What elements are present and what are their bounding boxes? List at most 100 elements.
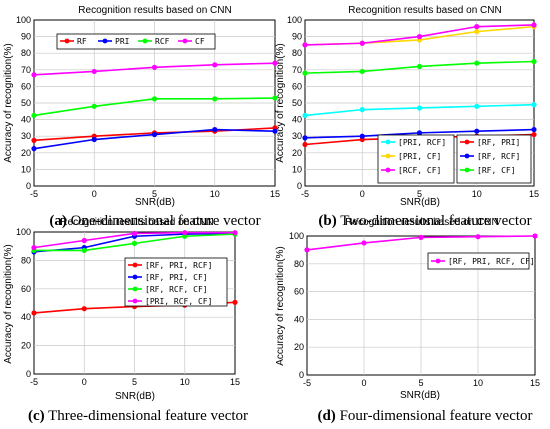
panel-a-x-tick-label: 0 xyxy=(92,189,97,199)
panel-b-caption-text: Two-dimensional feature vector xyxy=(340,213,531,229)
panel-a-series xyxy=(31,60,278,152)
panel-c-series-pri-rcf-cf-point xyxy=(182,230,188,236)
panel-d-title: Recognition results based on CNN xyxy=(345,217,498,228)
panel-a-series-cf-point xyxy=(151,64,158,70)
panel-a-series-rcf-point xyxy=(91,103,97,109)
panel-b-series-rf-rcf-legend-label: [RF, RCF] xyxy=(477,152,520,161)
panel-d-y-tick-label: 60 xyxy=(294,287,304,297)
panel-a-series-cf-point xyxy=(31,72,37,78)
panel-d-y-tick-label: 40 xyxy=(294,314,304,324)
panel-c-caption-letter: (c) xyxy=(28,408,45,424)
panel-d-series-rf-pri-rcf-cf-point xyxy=(304,247,310,253)
panel-b-y-ticks: 0 10 20 30 40 50 60 70 80 90 100 xyxy=(287,15,302,191)
panel-a-series-pri-point xyxy=(91,136,97,143)
panel-b-series-rf-rcf-point xyxy=(474,128,480,134)
panel-c-x-tick-label: 15 xyxy=(230,377,240,387)
panel-b-x-tick-label: 10 xyxy=(472,189,482,199)
panel-c-series-pri-rcf-cf-point xyxy=(232,230,238,236)
panel-b-legend-box-2 xyxy=(456,134,532,184)
panel-c-series-rf-rcf-cf-point xyxy=(131,240,138,246)
panel-d-series xyxy=(304,233,538,253)
panel-a-y-ticks: 0 10 20 30 40 50 60 70 80 90 100 xyxy=(16,15,31,191)
panel-c-series-pri-rcf-cf-point xyxy=(31,245,37,251)
panel-d-x-tick-label: -5 xyxy=(303,378,311,388)
panel-a-caption: (a) One-dimensional feature vector xyxy=(49,213,260,229)
panel-c-x-tick-label: 10 xyxy=(180,377,190,387)
panel-a-y-label: Accuracy of recognition(%) xyxy=(3,43,14,163)
panel-b-series-pri-rcf-point xyxy=(359,107,365,113)
panel-c: Recognition results based on CNN -5 0 5 10 1… xyxy=(3,217,248,424)
panel-a-legend-entries: RF PRI RCF CF xyxy=(60,37,205,46)
panel-a-title: Recognition results based on CNN xyxy=(78,5,231,16)
panel-a-series-cf-point xyxy=(91,68,97,75)
panel-d-series-rf-pri-rcf-cf-point xyxy=(475,234,481,240)
panel-a-series-rcf-point xyxy=(31,112,37,119)
panel-d-x-ticks: -5 0 5 10 15 xyxy=(303,378,540,388)
panel-b-legend: [PRI, RCF] [PRI, CF] [RCF, CF] [RF, PRI] [RF… xyxy=(377,134,532,184)
panel-c-series-rf-pri-rcf-point xyxy=(81,306,87,312)
panel-c-legend-entries: [RF, PRI, RCF] [RF, PRI, CF] [RF, RCF, CF]… xyxy=(128,261,212,306)
panel-a-series-pri-legend-label: PRI xyxy=(115,37,130,46)
panel-b-x-tick-label: -5 xyxy=(301,189,309,199)
panel-c-x-tick-label: 0 xyxy=(82,377,87,387)
panel-a-legend: RF PRI RCF CF xyxy=(56,33,216,50)
panel-c-y-tick-label: 100 xyxy=(16,227,31,237)
panel-d-caption-letter: (d) xyxy=(317,408,335,424)
panel-b-series-rf-rcf-point xyxy=(531,126,537,133)
panel-c-series-rf-pri-rcf-point xyxy=(232,299,238,305)
panel-b-series-rcf-cf-point xyxy=(416,34,423,40)
panel-b-series-rf-pri-point xyxy=(302,141,308,148)
panel-a-y-tick-label: 60 xyxy=(21,81,31,91)
panel-d-y-label: Accuracy of recognition(%) xyxy=(275,246,286,366)
panel-b-title: Recognition results based on CNN xyxy=(348,5,501,16)
panel-a-x-tick-label: -5 xyxy=(30,189,38,199)
panel-c-legend: [RF, PRI, RCF] [RF, PRI, CF] [RF, RCF, CF]… xyxy=(124,257,228,307)
panel-a-series-pri-point xyxy=(151,131,158,138)
panel-a-y-tick-label: 70 xyxy=(21,65,31,75)
panel-b-series-rf-rcf-point xyxy=(359,133,365,139)
panel-d-x-tick-label: 15 xyxy=(530,378,540,388)
panel-d: Recognition results based on CNN -5 0 5 10 1… xyxy=(275,217,540,424)
panel-b-series-pri-rcf-legend-marker xyxy=(385,139,391,145)
panel-c-y-tick-label: 80 xyxy=(21,255,31,265)
panel-c-series-rf-rcf-cf-legend-marker xyxy=(132,286,138,292)
panel-b-legend-box-1 xyxy=(377,134,455,184)
panel-b: Recognition results based on CNN -5 0 5 10 1… xyxy=(275,5,539,229)
panel-a-series-rcf-point xyxy=(272,95,278,101)
panel-d-caption: (d) Four-dimensional feature vector xyxy=(317,408,532,424)
panel-b-series-rcf-cf-point xyxy=(302,42,308,48)
panel-a-series-rcf-point xyxy=(212,96,218,102)
panel-b-y-tick-label: 40 xyxy=(292,115,302,125)
panel-a-series-rcf-legend-marker xyxy=(142,38,148,44)
panel-b-caption: (b) Two-dimensional feature vector xyxy=(318,213,531,229)
panel-a-series-pri-point xyxy=(212,126,218,133)
panel-a-series-rf-legend-label: RF xyxy=(77,37,87,46)
panel-b-series-rf-pri-legend-label: [RF, PRI] xyxy=(477,138,520,147)
panel-a-y-tick-label: 80 xyxy=(21,48,31,58)
panel-b-series-rf-cf-legend-label: [RF, CF] xyxy=(477,166,516,175)
panel-a-y-tick-label: 10 xyxy=(21,164,31,174)
panel-b-y-tick-label: 90 xyxy=(292,32,302,42)
panel-b-x-ticks: -5 0 5 10 15 xyxy=(301,189,539,199)
panel-c-series-pri-rcf-cf-point xyxy=(131,230,138,237)
panel-b-y-tick-label: 50 xyxy=(292,98,302,108)
panel-c-series-pri-rcf-cf-legend-marker xyxy=(132,298,138,304)
panel-b-y-tick-label: 70 xyxy=(292,65,302,75)
panel-a-caption-letter: (a) xyxy=(49,213,67,229)
panel-a-y-tick-label: 50 xyxy=(21,98,31,108)
panel-a-y-tick-label: 40 xyxy=(21,115,31,125)
panel-a-series-rf-legend-marker xyxy=(64,38,70,44)
panel-a-x-label: SNR(dB) xyxy=(135,197,175,208)
panel-b-series-rf-cf-point xyxy=(531,58,537,65)
panel-b-series-rf-pri-legend-marker xyxy=(464,139,470,145)
panel-a-series-rf-point xyxy=(31,137,37,143)
panel-c-series-rf-pri-cf-legend-label: [RF, PRI, CF] xyxy=(145,273,208,282)
panel-c-legend-box xyxy=(124,257,228,307)
panel-b-legend-entries: [PRI, RCF] [PRI, CF] [RCF, CF] [RF, PRI] [RF… xyxy=(381,138,520,175)
panel-c-series-rf-rcf-cf-point xyxy=(81,247,87,254)
panel-c-x-tick-label: -5 xyxy=(30,377,38,387)
panel-b-y-tick-label: 0 xyxy=(297,181,302,191)
panel-a-series-pri-point xyxy=(272,128,278,134)
panel-b-series-rcf-cf-legend-label: [RCF, CF] xyxy=(398,166,441,175)
panel-b-series-pri-rcf-point xyxy=(474,103,480,109)
